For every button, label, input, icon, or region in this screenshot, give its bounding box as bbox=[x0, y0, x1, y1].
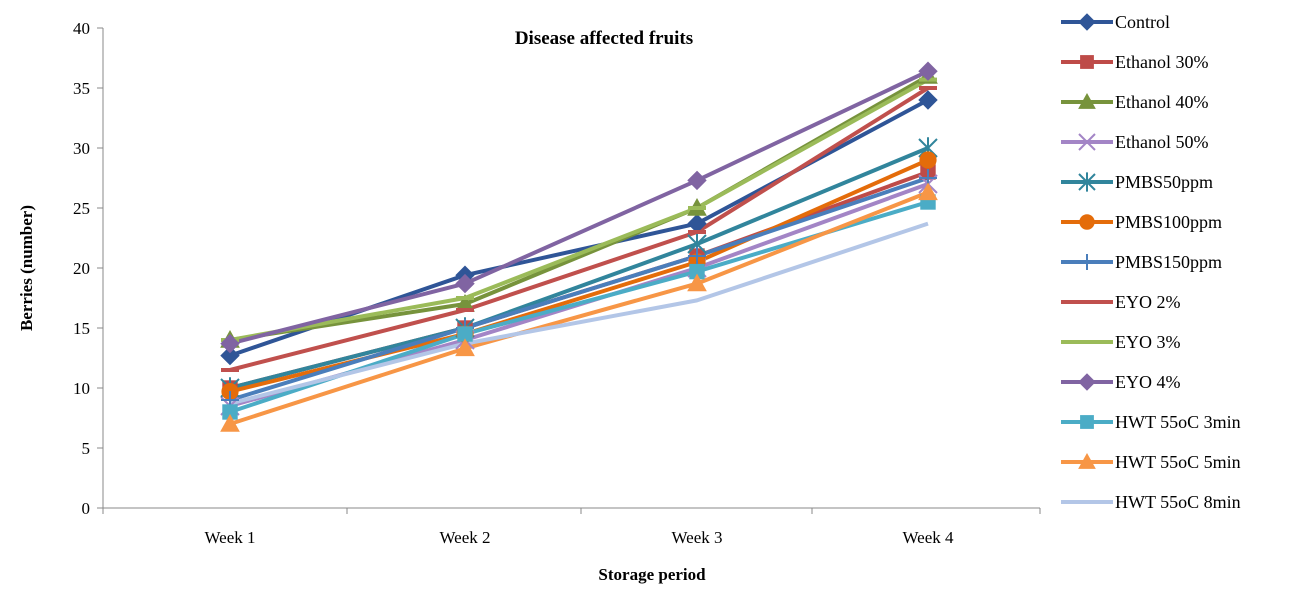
data-point bbox=[687, 273, 707, 292]
data-point bbox=[456, 296, 474, 300]
data-point bbox=[919, 86, 937, 90]
legend-label: Control bbox=[1115, 12, 1170, 32]
series-line bbox=[229, 158, 929, 394]
data-point bbox=[918, 90, 938, 110]
y-tick-label: 25 bbox=[73, 199, 90, 218]
series-lines bbox=[229, 69, 930, 426]
legend-label: Ethanol 30% bbox=[1115, 52, 1208, 72]
legend-swatch-marker bbox=[1079, 254, 1095, 270]
data-point bbox=[220, 345, 240, 366]
series-line bbox=[229, 221, 929, 406]
y-tick-label: 0 bbox=[82, 499, 91, 518]
legend-swatch-marker bbox=[1080, 55, 1094, 69]
y-tick-label: 5 bbox=[82, 439, 91, 458]
data-point bbox=[918, 61, 938, 81]
data-point bbox=[455, 338, 475, 357]
x-categories: Week 1 Week 2 Week 3 Week 4 bbox=[102, 508, 1041, 547]
legend-swatch-marker bbox=[1078, 92, 1096, 109]
legend: Control Ethanol 30% Ethanol 40% Ethanol 50%… bbox=[1061, 12, 1241, 512]
legend-label: PMBS100ppm bbox=[1115, 212, 1222, 232]
legend-label: PMBS150ppm bbox=[1115, 252, 1222, 272]
legend-swatch-marker bbox=[1079, 214, 1095, 230]
chart-title: Disease affected fruits bbox=[515, 28, 693, 49]
legend-label: PMBS50ppm bbox=[1115, 172, 1213, 192]
data-point bbox=[688, 206, 706, 210]
legend-label: Ethanol 50% bbox=[1115, 132, 1208, 152]
legend-label: Ethanol 40% bbox=[1115, 92, 1208, 112]
series-line bbox=[229, 190, 929, 426]
legend-swatch-marker bbox=[1078, 172, 1096, 192]
y-tick-label: 20 bbox=[73, 259, 90, 278]
legend-label: EYO 3% bbox=[1115, 332, 1181, 352]
y-tick-label: 10 bbox=[73, 379, 90, 398]
series-line bbox=[229, 69, 929, 346]
data-point bbox=[221, 368, 239, 372]
legend-label: EYO 4% bbox=[1115, 372, 1181, 392]
series-markers bbox=[220, 61, 938, 432]
legend-swatch-marker bbox=[1079, 300, 1095, 304]
legend-label: HWT 55oC 5min bbox=[1115, 452, 1241, 472]
x-tick-label: Week 1 bbox=[204, 528, 255, 547]
data-point bbox=[919, 151, 937, 169]
data-point bbox=[918, 182, 938, 201]
legend-swatch-marker bbox=[1078, 133, 1096, 151]
data-point bbox=[687, 170, 707, 191]
legend-label: HWT 55oC 3min bbox=[1115, 412, 1241, 432]
series-line bbox=[229, 86, 930, 372]
series-line bbox=[229, 182, 929, 408]
legend-swatch-marker bbox=[1080, 415, 1094, 429]
y-ticks: 0 5 10 15 20 25 30 35 40 bbox=[73, 19, 103, 518]
axes bbox=[102, 28, 1040, 509]
legend-label: HWT 55oC 8min bbox=[1115, 492, 1241, 512]
y-tick-label: 30 bbox=[73, 139, 90, 158]
y-tick-label: 15 bbox=[73, 319, 90, 338]
legend-swatch-marker bbox=[1078, 452, 1096, 469]
x-tick-label: Week 3 bbox=[671, 528, 722, 547]
x-axis-title: Storage period bbox=[598, 565, 706, 584]
data-point bbox=[456, 308, 474, 312]
legend-label: EYO 2% bbox=[1115, 292, 1181, 312]
data-point bbox=[220, 413, 240, 432]
legend-swatch-marker bbox=[1079, 340, 1095, 344]
series-line bbox=[229, 146, 929, 390]
data-point bbox=[688, 247, 706, 265]
legend-swatch-marker bbox=[1078, 373, 1096, 391]
series-line bbox=[229, 77, 929, 342]
series-line bbox=[229, 176, 929, 402]
data-point bbox=[220, 333, 240, 354]
y-axis-title: Berries (number) bbox=[17, 205, 36, 331]
x-tick-label: Week 2 bbox=[439, 528, 490, 547]
data-point bbox=[455, 273, 475, 294]
y-tick-label: 40 bbox=[73, 19, 90, 38]
x-tick-label: Week 4 bbox=[902, 528, 954, 547]
data-point bbox=[688, 230, 706, 234]
y-tick-label: 35 bbox=[73, 79, 90, 98]
legend-swatch-marker bbox=[1078, 13, 1096, 31]
